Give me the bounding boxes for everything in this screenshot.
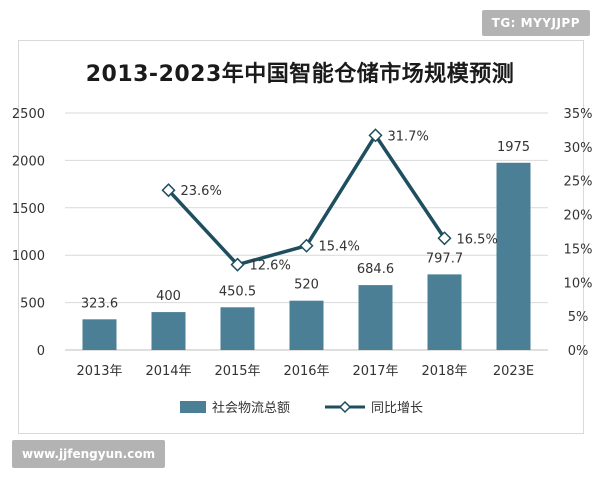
bar-data-label: 450.5 — [219, 284, 256, 299]
bar-data-label: 520 — [294, 278, 319, 293]
chart-title: 2013-2023年中国智能仓储市场规模预测 — [85, 62, 515, 87]
bar-data-label: 797.7 — [426, 251, 463, 266]
x-tick-label: 2014年 — [145, 364, 191, 379]
x-tick-label: 2017年 — [352, 364, 398, 379]
legend-line-marker — [338, 400, 352, 414]
bar — [151, 312, 186, 350]
x-tick-label: 2016年 — [283, 364, 329, 379]
chart-panel — [18, 40, 584, 434]
x-tick-label: 2023E — [493, 364, 534, 379]
bar — [358, 285, 393, 350]
y-left-tick-label: 1500 — [12, 202, 45, 217]
growth-point-marker — [230, 257, 245, 272]
growth-point-marker — [437, 231, 452, 246]
bar-data-label: 1975 — [497, 140, 530, 155]
y-left-tick-label: 2000 — [12, 154, 45, 169]
growth-data-label: 31.7% — [388, 129, 429, 144]
growth-data-label: 16.5% — [457, 232, 498, 247]
y-left-tick-label: 500 — [20, 297, 45, 312]
y-right-tick-label: 20% — [564, 209, 593, 224]
x-tick-label: 2013年 — [76, 364, 122, 379]
y-right-tick-label: 30% — [564, 141, 593, 156]
bar — [427, 274, 462, 350]
growth-point-marker — [299, 238, 314, 253]
growth-data-label: 12.6% — [250, 259, 291, 274]
growth-data-label: 23.6% — [181, 184, 222, 199]
growth-data-label: 15.4% — [319, 240, 360, 255]
y-right-tick-label: 5% — [568, 310, 589, 325]
legend-line-label: 同比增长 — [371, 401, 423, 416]
y-left-tick-label: 2500 — [12, 107, 45, 122]
growth-point-marker — [161, 183, 176, 198]
y-right-tick-label: 10% — [564, 276, 593, 291]
growth-point-marker — [368, 128, 383, 143]
legend-bar-swatch — [180, 401, 206, 413]
tg-badge: TG: MYYJJPP — [481, 10, 590, 36]
bar-data-label: 400 — [156, 289, 181, 304]
website-watermark: www.jjfengyun.com — [12, 440, 166, 468]
y-left-tick-label: 0 — [37, 344, 45, 359]
bar — [82, 319, 117, 350]
y-right-tick-label: 25% — [564, 175, 593, 190]
bar — [496, 162, 531, 350]
bar-data-label: 684.6 — [357, 262, 394, 277]
bar — [289, 300, 324, 350]
x-tick-label: 2018年 — [421, 364, 467, 379]
legend-bar-label: 社会物流总额 — [212, 400, 290, 416]
bar-data-label: 323.6 — [81, 296, 118, 311]
bar — [220, 307, 255, 350]
y-left-tick-label: 1000 — [12, 249, 45, 264]
y-right-tick-label: 0% — [568, 344, 589, 359]
x-tick-label: 2015年 — [214, 364, 260, 379]
y-right-tick-label: 35% — [564, 107, 593, 122]
y-right-tick-label: 15% — [564, 242, 593, 257]
